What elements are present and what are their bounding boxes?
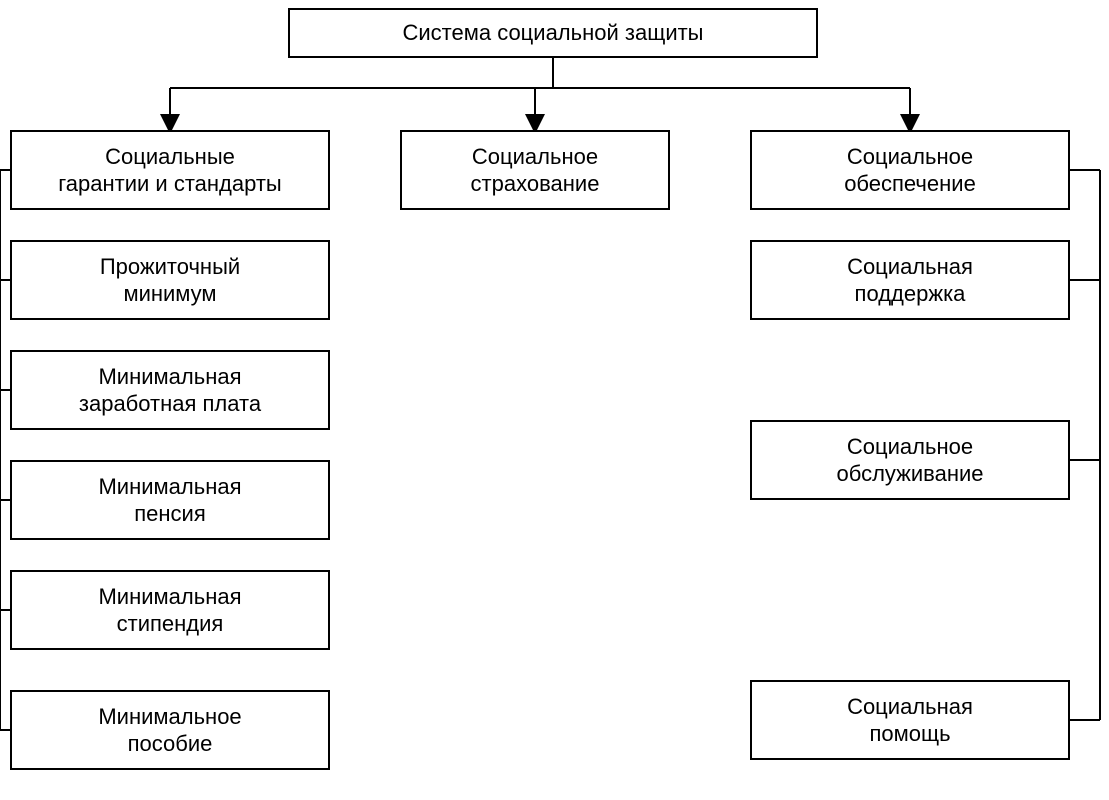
node-label: Прожиточныйминимум — [100, 253, 240, 308]
node-label: Социальноеобеспечение — [844, 143, 976, 198]
node-label: Социальнаяпомощь — [847, 693, 973, 748]
node-label: Минимальнаяпенсия — [98, 473, 241, 528]
node-root: Система социальной защиты — [288, 8, 818, 58]
node-guarantees: Социальныегарантии и стандарты — [10, 130, 330, 210]
node-label: Социальнаяподдержка — [847, 253, 973, 308]
node-label: Минимальнаязаработная плата — [79, 363, 261, 418]
node-label: Минимальноепособие — [98, 703, 241, 758]
node-provision: Социальноеобеспечение — [750, 130, 1070, 210]
node-label: Социальноестрахование — [471, 143, 600, 198]
node-insurance: Социальноестрахование — [400, 130, 670, 210]
node-min-benefit: Минимальноепособие — [10, 690, 330, 770]
node-label: Социальноеобслуживание — [836, 433, 983, 488]
node-min-pension: Минимальнаяпенсия — [10, 460, 330, 540]
node-support: Социальнаяподдержка — [750, 240, 1070, 320]
node-label: Минимальнаястипендия — [98, 583, 241, 638]
node-label: Социальныегарантии и стандарты — [58, 143, 282, 198]
node-assistance: Социальнаяпомощь — [750, 680, 1070, 760]
node-service: Социальноеобслуживание — [750, 420, 1070, 500]
node-min-stipend: Минимальнаястипендия — [10, 570, 330, 650]
node-subsistence: Прожиточныйминимум — [10, 240, 330, 320]
node-min-wage: Минимальнаязаработная плата — [10, 350, 330, 430]
node-label: Система социальной защиты — [402, 19, 703, 47]
